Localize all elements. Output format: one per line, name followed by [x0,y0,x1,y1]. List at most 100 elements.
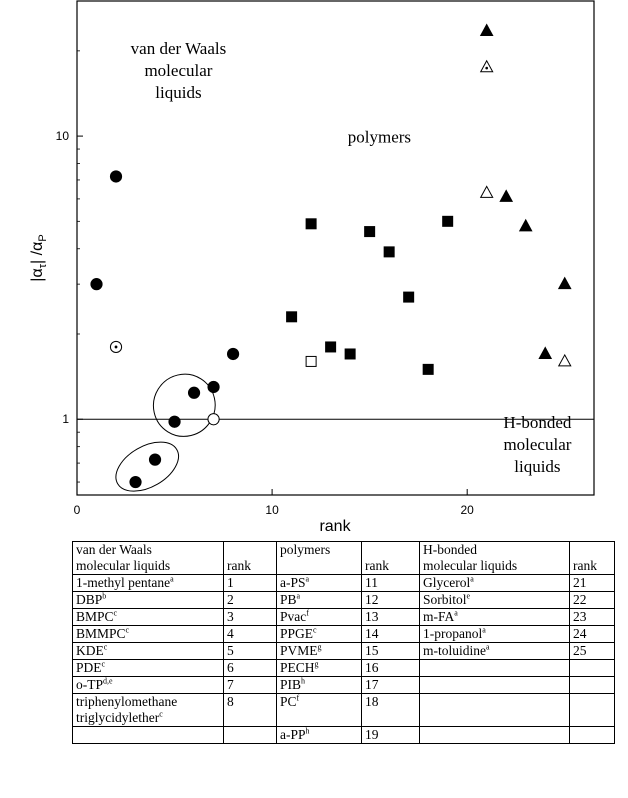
data-point-16 [383,246,395,258]
annotation-0-line-2: liquids [155,83,201,102]
data-point-14 [344,348,356,360]
hbond-name-8 [419,726,570,744]
axis-ticks: 0 10 20 1 10 [56,0,475,517]
header-vdw-line1: van der Waals [76,542,152,557]
polymer-name-7: PCf [276,693,362,727]
hbond-rank-1: 22 [569,591,615,609]
vdw-rank-3: 4 [223,625,277,643]
hbond-rank-6 [569,676,615,694]
ellipse-1 [152,373,216,437]
hbond-name-4: m-toluidinea [419,642,570,660]
y-tick-label-1: 10 [56,129,70,143]
vdw-name-1: DBPb [72,591,224,609]
x-tick-label-1: 10 [265,503,279,517]
header-rank-3: rank [569,541,615,575]
x-axis-label: rank [319,518,351,535]
annotation-2-line-0: H-bonded [503,413,571,432]
polymer-rank-4: 15 [361,642,420,660]
data-point-24 [518,218,533,232]
data-point-15 [364,226,376,238]
hbond-rank-4: 25 [569,642,615,660]
vdw-rank-7: 8 [223,693,277,727]
hbond-name-2: m-FAa [419,608,570,626]
vdw-rank-8 [223,726,277,744]
y-label-sub-p: P [37,234,49,241]
hbond-name-7 [419,693,570,727]
table-row: 1-methyl pentanea 1 a-PSa 11 Glycerola 21 [72,574,615,592]
polymer-name-0: a-PSa [276,574,362,592]
hbond-rank-2: 23 [569,608,615,626]
data-point-19 [442,215,454,227]
vdw-name-7: triphenylomethane triglycidyletherc [72,693,224,727]
data-point-1 [109,170,123,183]
annotation-0-line-0: van der Waals [131,39,227,58]
x-tick-label-2: 20 [461,503,475,517]
annotation-2-line-1: molecular [503,435,571,454]
data-point-12 [305,355,317,367]
vdw-name-3: BMMPCc [72,625,224,643]
polymer-rank-0: 11 [361,574,420,592]
scatter-plot: 0 10 20 1 10 van der Waals molecular liquids po… [29,0,595,535]
y-axis-label: |ατ| /αP [29,234,49,281]
data-point-18 [422,363,434,375]
hbond-rank-8 [569,726,615,744]
polymer-rank-6: 17 [361,676,420,694]
hbond-rank-3: 24 [569,625,615,643]
table-row: BMMPCc 4 PPGEc 14 1-propanola 24 [72,625,615,643]
data-point-2 [109,340,123,354]
data-point-0 [90,278,103,291]
vdw-rank-0: 1 [223,574,277,592]
hbond-rank-0: 21 [569,574,615,592]
data-point-7 [207,380,220,394]
table-row: KDEc 5 PVMEg 15 m-toluidinea 25 [72,642,615,660]
header-polymers: polymers [276,541,362,575]
vdw-rank-5: 6 [223,659,277,677]
polymer-rank-5: 16 [361,659,420,677]
header-rank-1: rank [223,541,277,575]
plot-frame [76,0,595,496]
polymer-rank-2: 13 [361,608,420,626]
data-point-8 [207,413,220,426]
data-point-17 [403,291,415,303]
table-row: DBPb 2 PBa 12 Sorbitole 22 [72,591,615,609]
annotation-1-line-0: polymers [348,127,411,146]
vdw-name-4: KDEc [72,642,224,660]
data-point-23 [499,189,514,202]
vdw-rank-2: 3 [223,608,277,626]
hbond-name-5 [419,659,570,677]
polymer-name-3: PPGEc [276,625,362,643]
vdw-name-6: o-TPd,e [72,676,224,694]
data-point-25 [538,346,553,359]
header-hb-line1: H-bonded [423,542,477,557]
rank-legend-table: van der Waals molecular liquids rank poly… [72,541,615,744]
vdw-rank-6: 7 [223,676,277,694]
data-point-6 [187,386,201,399]
data-point-5 [168,415,181,428]
table-row: BMPCc 3 Pvacf 13 m-FAa 23 [72,608,615,626]
data-point-11 [305,218,317,230]
y-label-sub-tau: τ [37,263,49,268]
polymer-name-4: PVMEg [276,642,362,660]
polymer-name-5: PECHg [276,659,362,677]
hbond-name-0: Glycerola [419,574,570,592]
data-point-4 [148,453,162,466]
data-points [90,23,572,489]
hbond-name-6 [419,676,570,694]
y-label-part-main: |α [29,268,46,281]
table-row: triphenylomethane triglycidyletherc 8 PCf 18 [72,693,615,727]
text-annotations: van der Waals molecular liquids polymers H-b… [131,39,572,476]
polymer-name-1: PBa [276,591,362,609]
table-row: PDEc 6 PECHg 16 [72,659,615,677]
data-point-26 [557,276,572,290]
data-point-13 [325,341,337,353]
data-point-3 [129,475,142,489]
data-point-22 [479,185,494,198]
y-tick-label-0: 1 [62,412,69,426]
hbond-name-1: Sorbitole [419,591,570,609]
data-point-9 [226,347,240,361]
x-tick-label-0: 0 [74,503,81,517]
polymer-name-6: PIBh [276,676,362,694]
polymer-name-2: Pvacf [276,608,362,626]
polymer-rank-3: 14 [361,625,420,643]
data-point-27 [557,353,572,367]
